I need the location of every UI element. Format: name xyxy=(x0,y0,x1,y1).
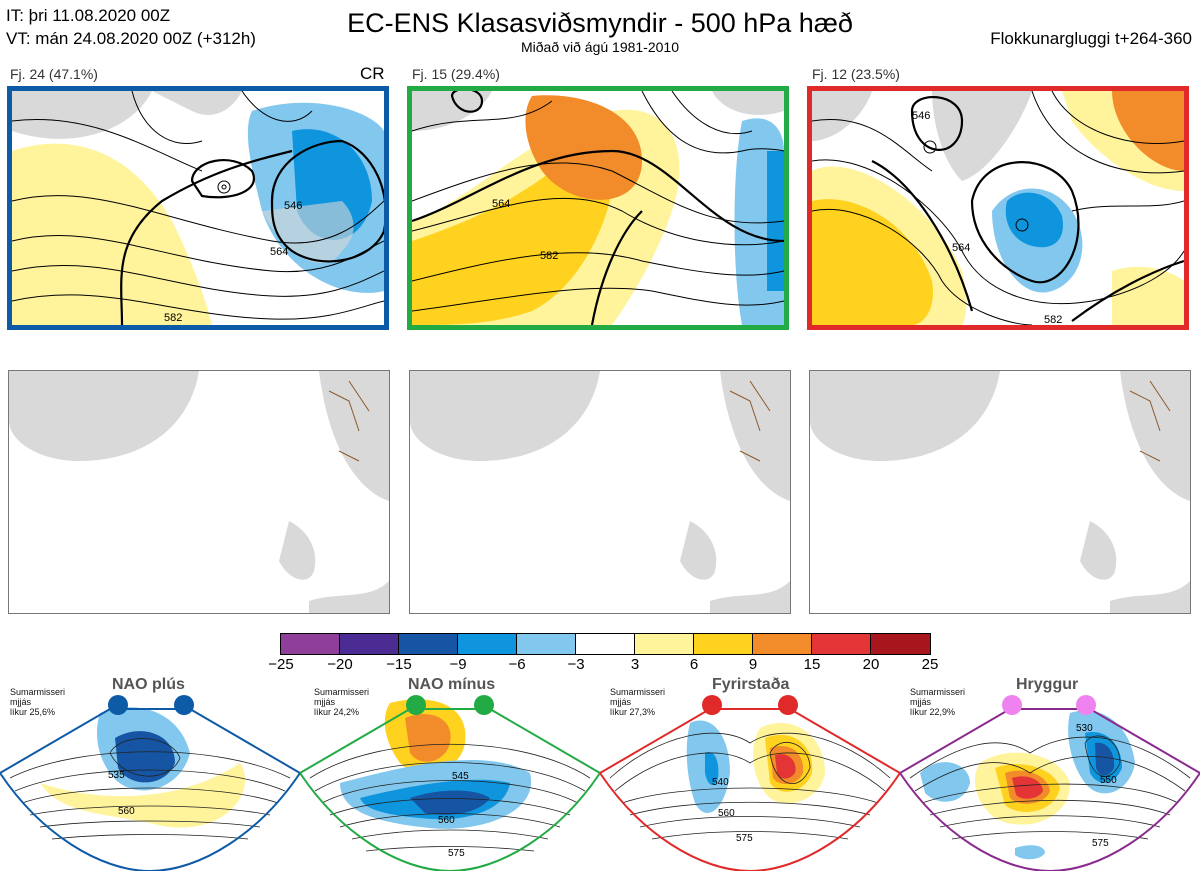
cluster-1-contour-582: 582 xyxy=(164,312,182,324)
regime-nao-minus-contour-575: 575 xyxy=(448,848,465,859)
cluster-1-contour-546: 546 xyxy=(284,200,302,212)
colorbar-tick-label: −20 xyxy=(327,656,353,673)
regime-ridge-months: mjjás xyxy=(910,697,932,707)
colorbar-tick-label: 9 xyxy=(748,656,758,673)
cluster-2-contour-582: 582 xyxy=(540,250,558,262)
classification-window: Flokkunargluggi t+264-360 xyxy=(990,29,1192,48)
empty-map-1 xyxy=(8,370,390,614)
colorbar-tick-label: −25 xyxy=(268,656,294,673)
colorbar-tick-label: −6 xyxy=(508,656,526,673)
regime-ridge-contour-575: 575 xyxy=(1092,838,1109,849)
regime-ridge-info: Sumarmisseri mjjás líkur 22,9% xyxy=(910,687,965,717)
regime-blocking-prob: líkur 27,3% xyxy=(610,707,656,717)
regime-nao-plus-season: Sumarmisseri xyxy=(10,687,66,697)
empty-map-2 xyxy=(409,370,791,614)
colorbar-swatch xyxy=(399,634,458,654)
colorbar xyxy=(280,633,931,655)
regime-nao-plus-marker-west xyxy=(108,695,128,715)
regime-nao-minus-contour-560: 560 xyxy=(438,815,455,826)
regime-blocking-marker-west xyxy=(702,695,722,715)
valid-time: VT: mán 24.08.2020 00Z (+312h) xyxy=(6,29,256,48)
colorbar-tick-label: −15 xyxy=(386,656,412,673)
colorbar-swatch xyxy=(812,634,871,654)
colorbar-tick-label: 6 xyxy=(689,656,699,673)
cluster-1-tag: CR xyxy=(360,64,385,83)
cluster-1-map: 546 564 582 xyxy=(7,86,389,330)
regime-ridge-contour-550: 550 xyxy=(1100,775,1117,786)
cluster-1-label: Fj. 24 (47.1%) xyxy=(10,66,98,82)
regime-nao-minus-info: Sumarmisseri mjjás líkur 24,2% xyxy=(314,687,369,717)
regime-nao-plus-contour-560: 560 xyxy=(118,806,135,817)
cluster-2-map: 564 582 xyxy=(407,86,789,330)
colorbar-swatch xyxy=(281,634,340,654)
cluster-3-map: 546 564 582 xyxy=(807,86,1189,330)
colorbar-tick-label: 25 xyxy=(921,656,939,673)
colorbar-tick-label: −3 xyxy=(567,656,585,673)
colorbar-swatch xyxy=(635,634,694,654)
cluster-2-contour-564: 564 xyxy=(492,198,510,210)
colorbar-swatch xyxy=(517,634,576,654)
regime-nao-plus-months: mjjás xyxy=(10,697,32,707)
regime-blocking-marker-east xyxy=(778,695,798,715)
regime-ridge-prob: líkur 22,9% xyxy=(910,707,956,717)
cluster-1-contour-564: 564 xyxy=(270,246,288,258)
regime-blocking-season: Sumarmisseri xyxy=(610,687,666,697)
regime-nao-minus-title: NAO mínus xyxy=(408,676,496,693)
regime-ridge-marker-west xyxy=(1002,695,1022,715)
init-time: IT: þri 11.08.2020 00Z xyxy=(6,6,171,25)
colorbar-swatch xyxy=(694,634,753,654)
cluster-2-label: Fj. 15 (29.4%) xyxy=(412,66,500,82)
page-title: EC-ENS Klasasviðsmyndir - 500 hPa hæð xyxy=(347,8,853,38)
regime-blocking-months: mjjás xyxy=(610,697,632,707)
colorbar-swatch xyxy=(340,634,399,654)
regime-nao-minus: 545 560 575 NAO mínus Sumarmisseri mjjás… xyxy=(300,673,600,871)
regime-nao-minus-marker-east xyxy=(474,695,494,715)
colorbar-swatch xyxy=(871,634,930,654)
cluster-3-contour-564: 564 xyxy=(952,242,970,254)
regime-nao-minus-marker-west xyxy=(406,695,426,715)
regime-ridge-season: Sumarmisseri xyxy=(910,687,966,697)
regime-nao-minus-prob: líkur 24,2% xyxy=(314,707,360,717)
regime-blocking-contour-560: 560 xyxy=(718,808,735,819)
regime-nao-minus-months: mjjás xyxy=(314,697,336,707)
empty-map-3 xyxy=(809,370,1191,614)
colorbar-swatch xyxy=(576,634,635,654)
regime-ridge-marker-east xyxy=(1076,695,1096,715)
cluster-3-contour-546: 546 xyxy=(912,110,930,122)
regime-nao-plus-info: Sumarmisseri mjjás líkur 25,6% xyxy=(10,687,65,717)
regime-nao-plus-title: NAO plús xyxy=(112,676,185,693)
regime-nao-plus-contour-535: 535 xyxy=(108,770,125,781)
regime-nao-plus-marker-east xyxy=(174,695,194,715)
regime-ridge-title: Hryggur xyxy=(1016,676,1079,693)
cluster-3-contour-582: 582 xyxy=(1044,314,1062,325)
regime-blocking-contour-575: 575 xyxy=(736,833,753,844)
regime-blocking-contour-540: 540 xyxy=(712,777,729,788)
regime-nao-minus-contour-545: 545 xyxy=(452,771,469,782)
regime-blocking: 540 560 575 Fyrirstaða Sumarmisseri mjjá… xyxy=(600,673,900,871)
colorbar-tick-label: −9 xyxy=(449,656,467,673)
regime-blocking-title: Fyrirstaða xyxy=(712,676,790,693)
regime-nao-minus-season: Sumarmisseri xyxy=(314,687,370,697)
regime-ridge: 530 550 575 Hryggur Sumarmisseri mjjás l… xyxy=(900,673,1200,871)
colorbar-tick-label: 3 xyxy=(630,656,640,673)
regime-nao-plus-prob: líkur 25,6% xyxy=(10,707,56,717)
run-info: IT: þri 11.08.2020 00Z VT: mán 24.08.202… xyxy=(6,4,256,50)
regime-blocking-info: Sumarmisseri mjjás líkur 27,3% xyxy=(610,687,665,717)
colorbar-swatch xyxy=(753,634,812,654)
cluster-3-label: Fj. 12 (23.5%) xyxy=(812,66,900,82)
colorbar-tick-label: 20 xyxy=(862,656,880,673)
regime-ridge-contour-530: 530 xyxy=(1076,723,1093,734)
colorbar-swatch xyxy=(458,634,517,654)
regime-nao-plus: 535 560 NAO plús Sumarmisseri mjjás líku… xyxy=(0,673,300,871)
page-subtitle: Miðað við ágú 1981-2010 xyxy=(520,39,679,55)
colorbar-tick-label: 15 xyxy=(803,656,821,673)
